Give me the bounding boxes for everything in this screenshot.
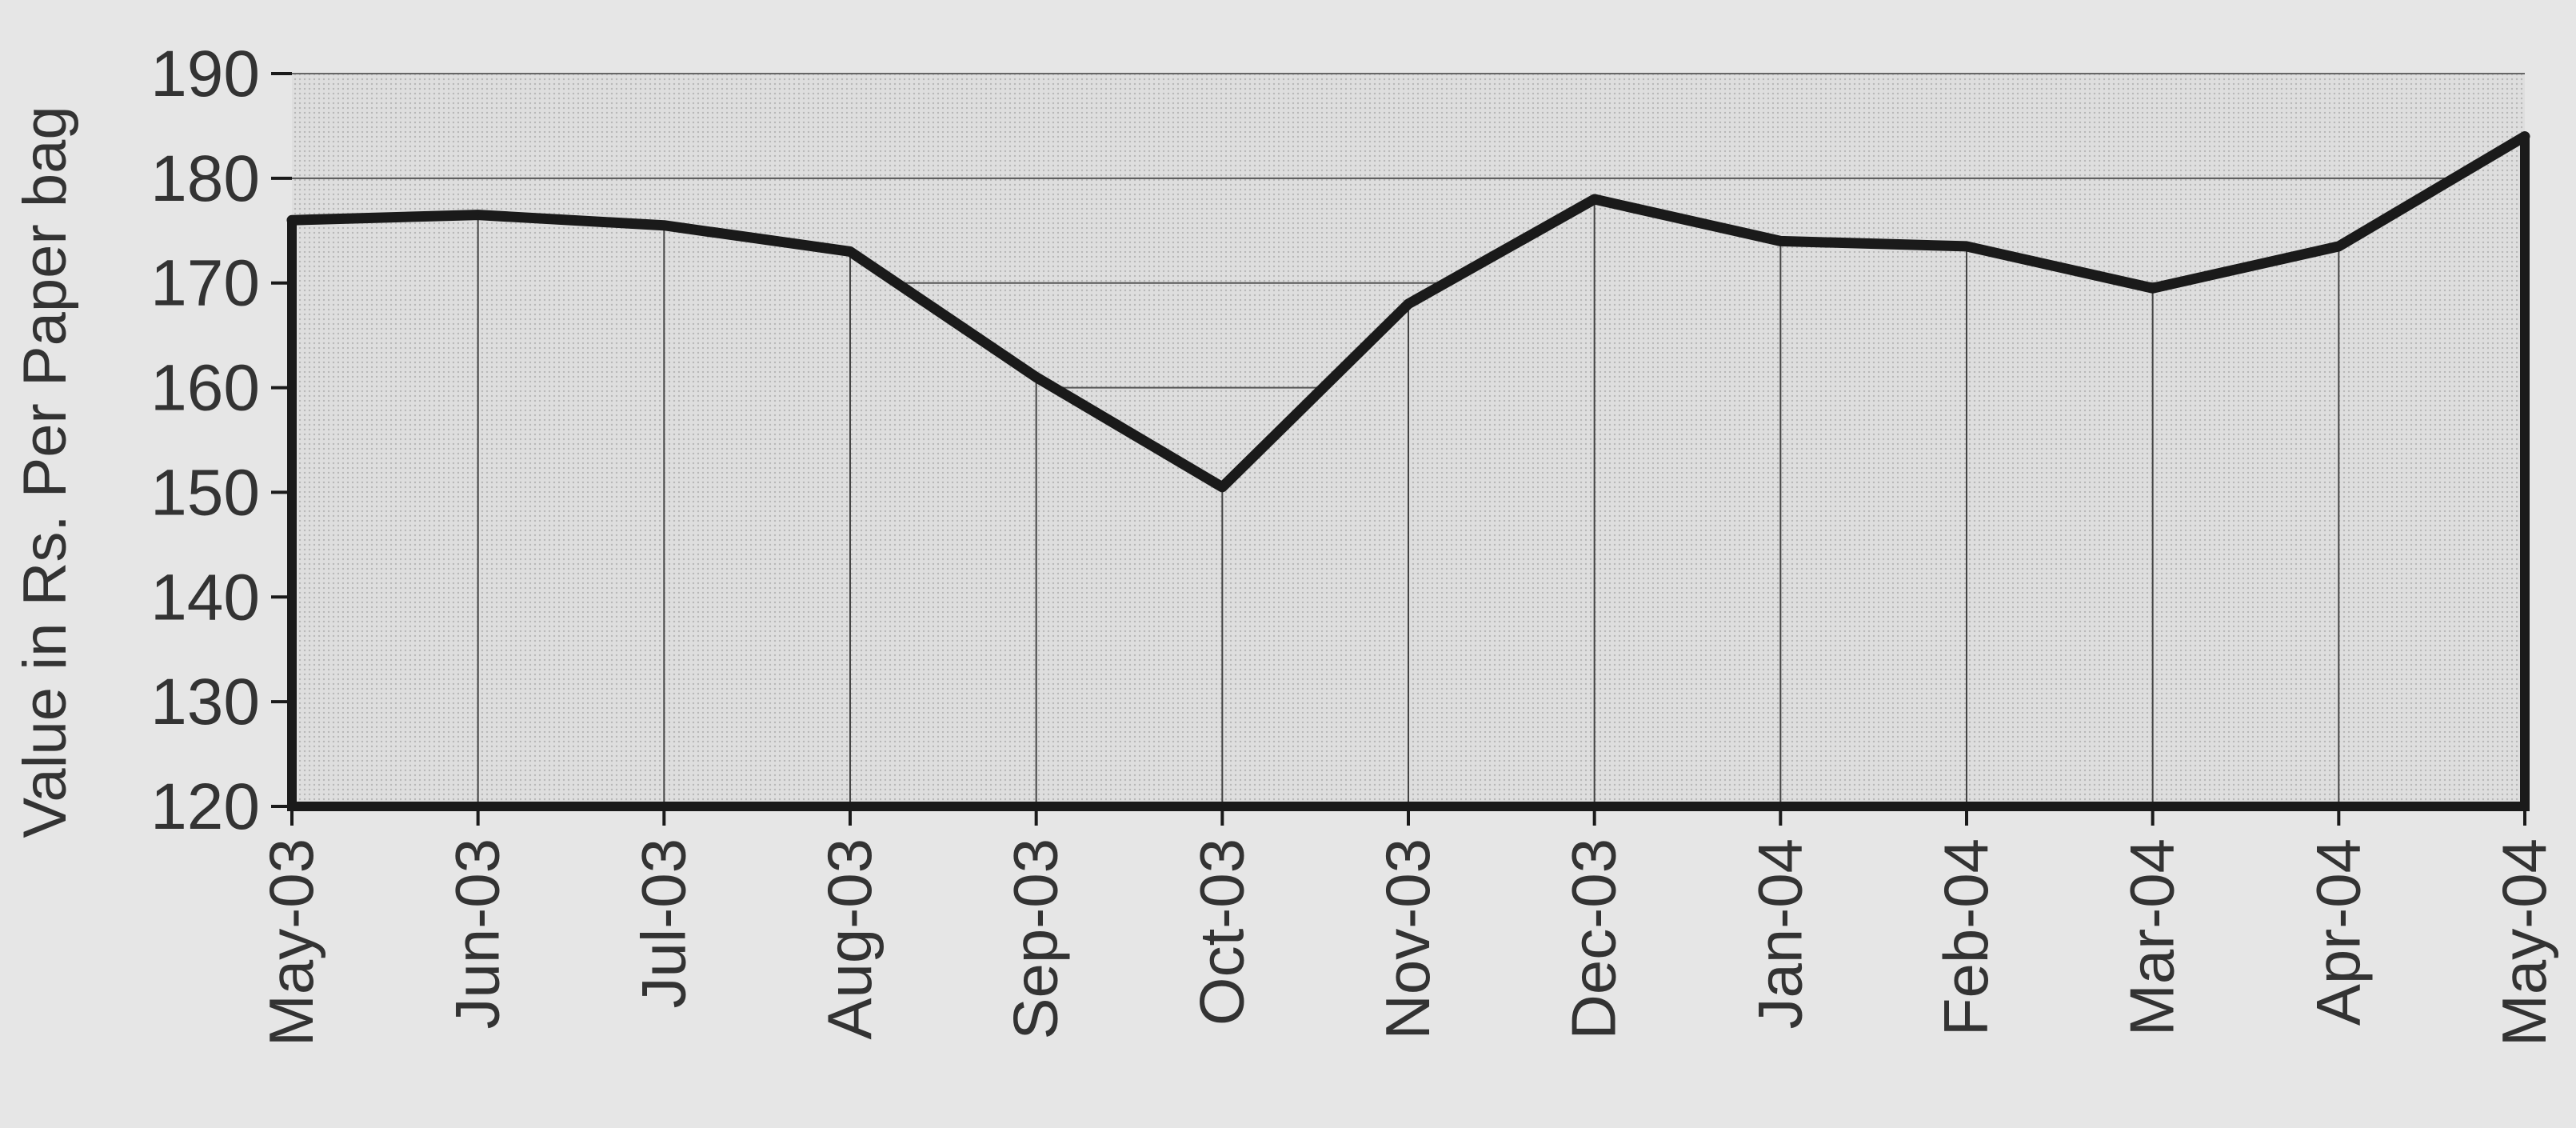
y-tick-label: 190 xyxy=(150,38,260,110)
x-tick-label: Oct-03 xyxy=(1186,838,1256,1026)
data-point-nov-03 xyxy=(1408,302,1409,305)
y-tick-label: 170 xyxy=(150,247,260,320)
y-axis-title: Value in Rs. Per Paper bag xyxy=(11,106,79,838)
x-tick-label: Apr-04 xyxy=(2302,838,2373,1026)
x-tick-label: Jun-03 xyxy=(442,838,513,1030)
x-tick-label: Sep-03 xyxy=(1000,838,1071,1040)
x-tick-label: Feb-04 xyxy=(1931,838,2001,1036)
data-point-dec-03 xyxy=(1593,198,1596,201)
data-point-jan-04 xyxy=(1779,240,1782,242)
x-tick-label: Jul-03 xyxy=(628,838,698,1008)
x-tick-label: Jan-04 xyxy=(1744,838,1815,1030)
y-tick-label: 150 xyxy=(150,456,260,529)
y-tick-label: 180 xyxy=(150,142,260,215)
x-tick-label: Nov-03 xyxy=(1372,838,1443,1039)
area-layer xyxy=(286,131,2530,806)
y-tick-label: 160 xyxy=(150,352,260,425)
data-point-jun-03 xyxy=(477,214,479,216)
x-tick-label: May-04 xyxy=(2489,838,2559,1046)
y-tick-label: 140 xyxy=(150,561,260,634)
x-tick-label: Mar-04 xyxy=(2117,838,2187,1036)
y-tick-label: 120 xyxy=(150,770,260,843)
label-layer: 120 130 140 150 160 170 180 190 May-03 Jun-03 Jul-… xyxy=(11,38,2559,1046)
data-point-mar-04 xyxy=(2151,287,2154,290)
x-tick-label: May-03 xyxy=(256,838,326,1046)
data-point-feb-04 xyxy=(1966,245,1967,247)
data-point-oct-03 xyxy=(1221,486,1224,488)
x-tick-label: Dec-03 xyxy=(1559,838,1629,1039)
data-point-sep-03 xyxy=(1035,376,1037,378)
y-tick-label: 130 xyxy=(150,666,260,738)
x-tick-label: Aug-03 xyxy=(814,838,885,1040)
data-point-aug-03 xyxy=(849,250,851,253)
data-point-jul-03 xyxy=(663,224,665,226)
data-point-apr-04 xyxy=(2338,245,2340,247)
axis-layer xyxy=(271,72,2530,826)
